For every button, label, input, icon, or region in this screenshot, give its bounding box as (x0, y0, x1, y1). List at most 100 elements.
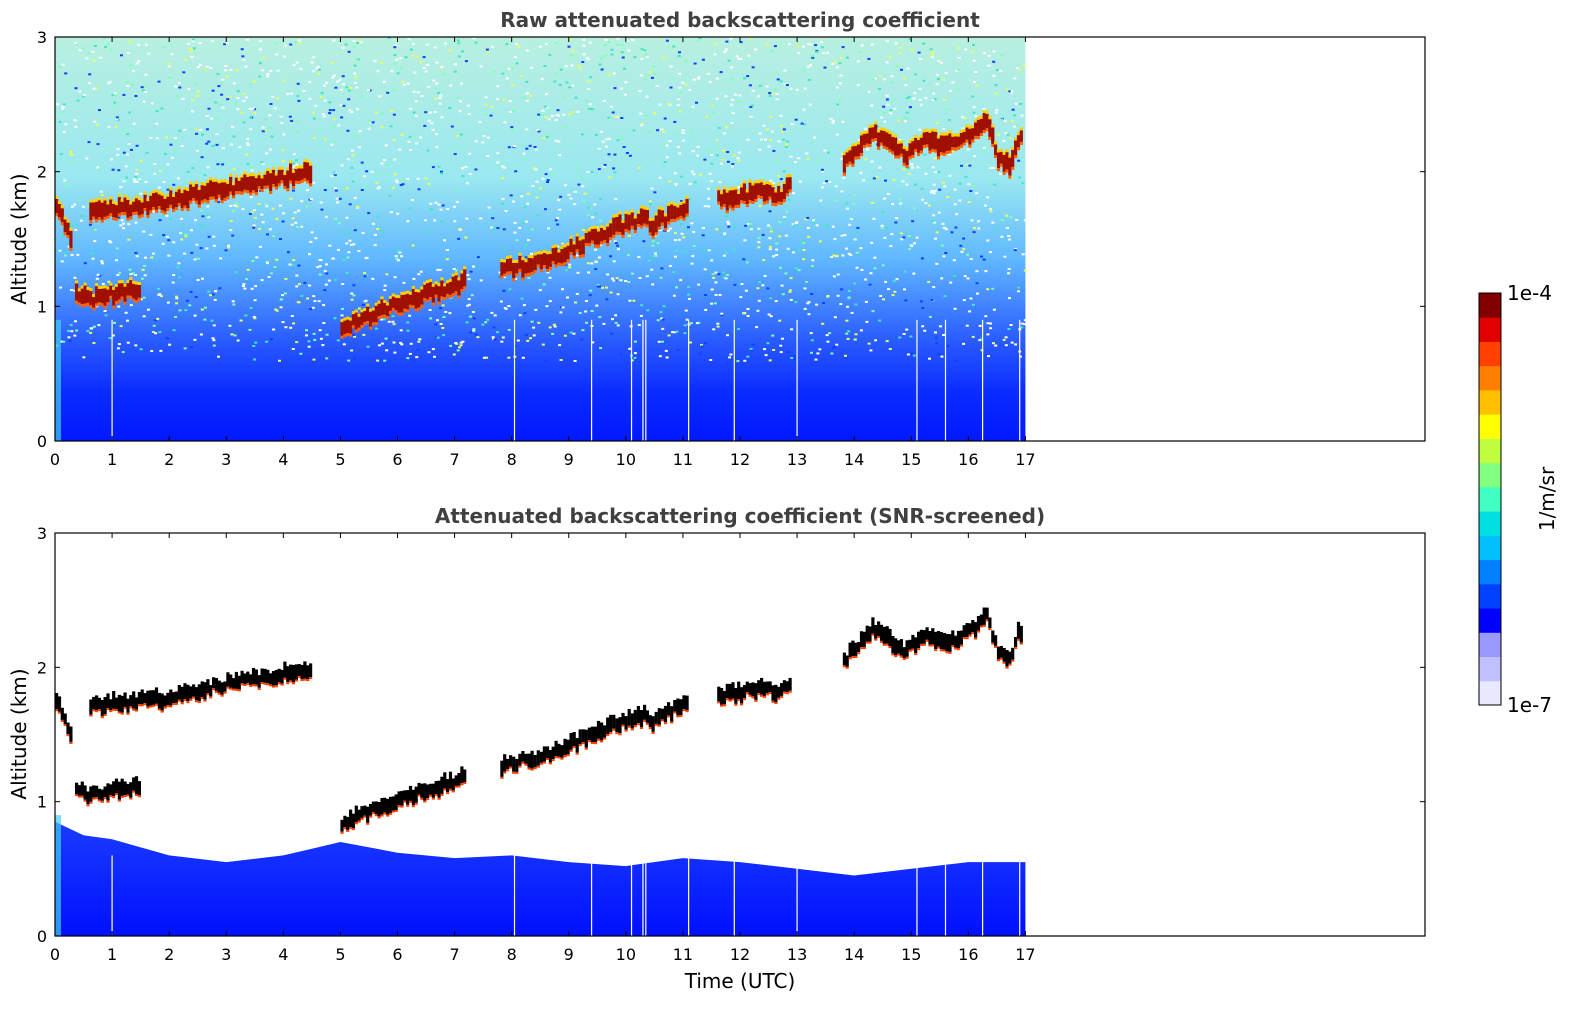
x-tick-label: 17 (1015, 945, 1035, 964)
x-tick-label: 5 (335, 945, 345, 964)
x-tick: 5 (335, 533, 346, 964)
colorbar-cell (1479, 511, 1501, 536)
colorbar-cell (1479, 632, 1501, 658)
x-tick: 13 (787, 37, 807, 469)
x-tick-label: 14 (844, 450, 864, 469)
colorbar-cell (1479, 341, 1501, 367)
colorbar-cell (1479, 559, 1501, 585)
x-tick-label: 0 (50, 945, 60, 964)
cloud-layer (500, 195, 689, 282)
x-tick: 12 (730, 37, 750, 469)
x-tick: 16 (958, 37, 979, 469)
x-tick-label: 9 (564, 450, 574, 469)
x-tick-label: 5 (335, 450, 345, 469)
x-tick-label: 1 (107, 945, 117, 964)
near-surface-band (55, 319, 61, 441)
x-tick-label: 3 (221, 450, 231, 469)
x-tick: 12 (730, 533, 750, 964)
x-tick: 4 (278, 533, 288, 964)
x-tick-label: 4 (278, 450, 288, 469)
x-tick-label: 6 (392, 450, 402, 469)
y-tick: 1 (37, 297, 1425, 316)
cloud-layer (500, 695, 689, 779)
colorbar-frame (1478, 292, 1502, 706)
cloud-layer (842, 607, 1023, 669)
colorbar-scale (1479, 293, 1501, 706)
x-tick: 3 (221, 37, 231, 469)
colorbar-cell (1479, 608, 1501, 633)
colorbar-cell (1479, 317, 1501, 342)
x-tick: 0 (50, 37, 60, 469)
boundary-layer (55, 821, 1026, 936)
y-axis-label: Altitude (km) (7, 668, 31, 799)
x-tick: 17 (1015, 533, 1036, 964)
x-axis: 0 1 2 3 4 5 6 7 8 9 10 11 12 13 14 15 16 17 (50, 533, 1036, 964)
cloud-layer (340, 766, 467, 834)
cloud-layer (75, 277, 141, 311)
cloud-layer (55, 195, 73, 251)
cloud-layer (55, 693, 73, 744)
y-tick: 2 (37, 163, 1425, 182)
x-tick: 14 (844, 37, 864, 469)
cloud-layer (842, 109, 1023, 179)
x-tick-label: 2 (164, 945, 174, 964)
colorbar: 1e-4 1e-7 1/m/sr (1478, 281, 1559, 717)
y-tick-label: 1 (37, 297, 47, 316)
heatmap-area (55, 37, 1029, 441)
y-tick-label: 1 (37, 793, 47, 812)
x-tick-label: 10 (616, 450, 636, 469)
x-tick-label: 12 (730, 945, 750, 964)
colorbar-cell (1479, 365, 1501, 391)
y-tick: 2 (37, 658, 1425, 677)
colorbar-max-label: 1e-4 (1507, 281, 1552, 305)
y-axis: 0 1 2 3 (37, 524, 1425, 946)
x-tick-label: 9 (564, 945, 574, 964)
colorbar-cell (1479, 535, 1501, 561)
data-gap-streaks (111, 855, 1021, 936)
y-tick: 1 (37, 793, 1425, 812)
y-axis: 0 1 2 3 (37, 28, 1425, 451)
y-tick: 0 (37, 927, 1425, 946)
y-tick-label: 3 (37, 524, 47, 543)
x-axis: 0 1 2 3 4 5 6 7 8 9 10 11 12 13 14 15 16 17 (50, 37, 1036, 469)
x-tick: 5 (335, 37, 346, 469)
cloud-layer (717, 677, 792, 707)
x-tick-label: 13 (787, 450, 807, 469)
x-tick-label: 2 (164, 450, 174, 469)
x-axis-label: Time (UTC) (684, 969, 796, 993)
colorbar-cell (1479, 680, 1501, 706)
x-tick: 2 (164, 37, 174, 469)
x-tick-label: 7 (449, 450, 459, 469)
x-tick-label: 10 (616, 945, 636, 964)
x-tick: 10 (616, 533, 636, 964)
colorbar-min-label: 1e-7 (1507, 693, 1552, 717)
plot-title: Raw attenuated backscattering coefficien… (500, 8, 980, 32)
colorbar-cell (1479, 462, 1501, 488)
y-tick-label: 2 (37, 163, 47, 182)
x-tick: 1 (107, 533, 117, 964)
x-tick: 3 (221, 533, 231, 964)
x-tick: 9 (564, 37, 574, 469)
x-tick: 16 (958, 533, 979, 964)
x-tick-label: 15 (901, 450, 921, 469)
cloud-layer (89, 159, 313, 224)
x-tick: 1 (107, 37, 117, 469)
noise-speckle (55, 37, 1029, 363)
snr-screened-panel: Attenuated backscattering coefficient (S… (7, 504, 1426, 993)
x-tick-label: 8 (507, 450, 517, 469)
x-tick-label: 17 (1015, 450, 1035, 469)
x-tick: 6 (392, 533, 403, 964)
x-tick-label: 3 (221, 945, 231, 964)
y-tick-label: 3 (37, 28, 47, 47)
colorbar-cell (1479, 656, 1501, 682)
cloud-layer (340, 266, 467, 339)
y-tick: 0 (37, 432, 1425, 451)
colorbar-cell (1479, 414, 1501, 439)
data-gap-streaks (111, 319, 1021, 441)
x-tick: 17 (1015, 37, 1036, 469)
x-tick: 8 (507, 37, 517, 469)
noise-background (55, 37, 1026, 441)
colorbar-unit-label: 1/m/sr (1535, 466, 1559, 531)
cloud-layer (717, 174, 792, 214)
